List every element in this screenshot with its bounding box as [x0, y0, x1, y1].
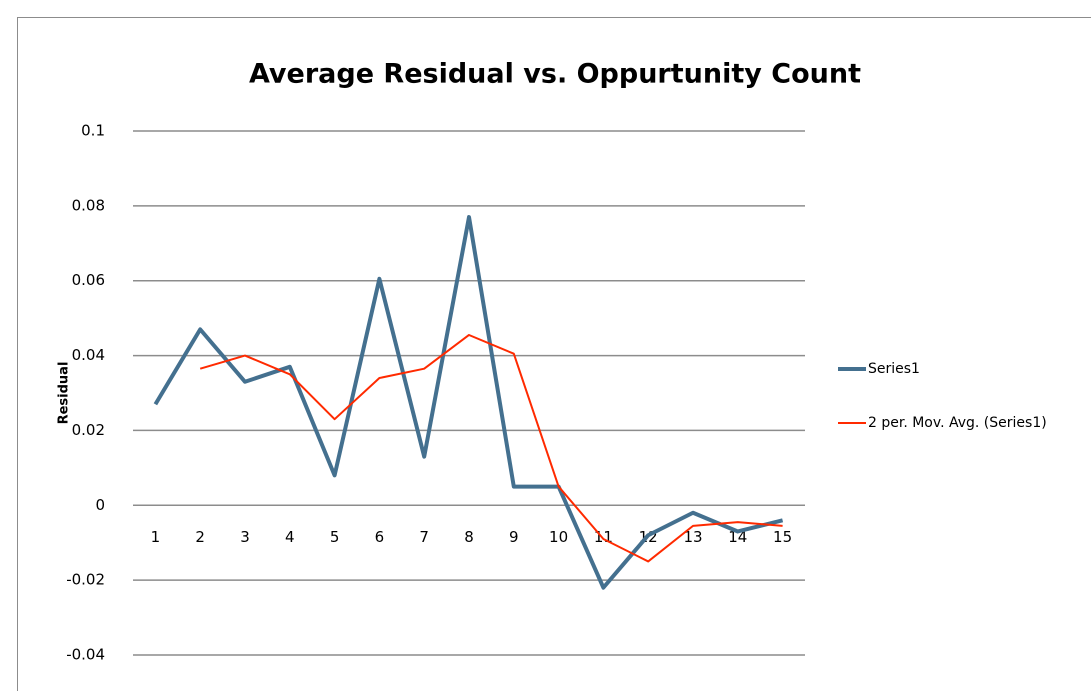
y-tick-label: 0.08 — [72, 196, 105, 214]
y-tick-label: 0 — [95, 496, 105, 514]
y-tick-label: 0.02 — [72, 421, 105, 439]
x-tick-label: 1 — [151, 528, 161, 546]
y-axis-title: Residual — [57, 362, 72, 425]
x-tick-label: 4 — [285, 528, 295, 546]
x-tick-label: 8 — [464, 528, 474, 546]
y-tick-label: 0.04 — [72, 346, 105, 364]
x-tick-label: 7 — [419, 528, 429, 546]
x-tick-label: 9 — [509, 528, 519, 546]
legend-label: Series1 — [868, 361, 920, 377]
series-line — [199, 333, 783, 563]
x-tick-label: 13 — [683, 528, 702, 546]
x-tick-label: 2 — [195, 528, 205, 546]
chart-title: Average Residual vs. Oppurtunity Count — [249, 59, 861, 90]
x-tick-label: 10 — [549, 528, 568, 546]
y-tick-label: -0.02 — [66, 571, 105, 589]
y-tick-label: 0.1 — [81, 122, 105, 140]
x-tick-label: 15 — [773, 528, 792, 546]
chart-border — [17, 17, 1091, 691]
x-tick-label: 5 — [330, 528, 340, 546]
series-line — [153, 215, 784, 590]
x-tick-label: 6 — [375, 528, 385, 546]
legend-label: 2 per. Mov. Avg. (Series1) — [868, 415, 1047, 431]
y-tick-label: 0.06 — [72, 271, 105, 289]
x-tick-label: 3 — [240, 528, 250, 546]
y-tick-label: -0.04 — [66, 646, 105, 664]
